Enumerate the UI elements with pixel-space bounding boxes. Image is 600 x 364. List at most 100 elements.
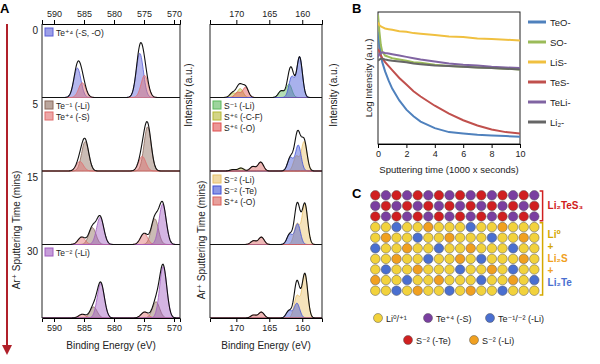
tick-mark <box>174 318 175 322</box>
legend-label: S⁻² (-Te) <box>416 336 451 346</box>
atom <box>519 233 529 243</box>
atom <box>402 212 412 222</box>
tick: 170 <box>229 318 244 333</box>
atom <box>455 212 465 222</box>
atom <box>519 212 529 222</box>
atom <box>498 244 508 254</box>
axis-line <box>43 319 181 323</box>
layer-label: Li⁰ <box>548 229 561 240</box>
atom <box>381 201 391 211</box>
atom <box>402 254 412 264</box>
legend-label: S⁺⁴ (-O) <box>224 197 255 207</box>
tick-mark <box>54 20 55 24</box>
atom <box>466 212 476 222</box>
axis: 170165160 <box>211 318 323 333</box>
legend-label: LiS- <box>550 57 567 68</box>
atom <box>424 233 434 243</box>
tick-label: 0 <box>376 149 381 159</box>
legend-label: Te⁺⁴ (-S) <box>56 112 90 122</box>
atom <box>434 244 444 254</box>
tick-label: 570 <box>167 323 182 333</box>
axis-title: Ar⁺ Sputtering Time (mins) <box>196 181 207 300</box>
envelope <box>210 202 322 244</box>
atom <box>434 275 444 285</box>
legend-swatch <box>528 121 546 124</box>
legend-label: S⁻² (-Te) <box>224 186 257 196</box>
legend-swatch <box>213 101 221 109</box>
axis: 590585580575570 <box>43 318 183 333</box>
atom <box>434 286 444 296</box>
atom <box>381 286 391 296</box>
atom <box>424 212 434 222</box>
layer-label: + <box>548 241 554 252</box>
tick: 585 <box>77 318 92 333</box>
axis-title: Binding Energy (eV) <box>66 340 156 351</box>
atom <box>413 265 423 275</box>
tick: 8 <box>490 144 495 159</box>
tick: 170 <box>229 9 244 24</box>
atom <box>519 275 529 285</box>
atom <box>508 254 518 264</box>
atom <box>466 201 476 211</box>
atom <box>445 254 455 264</box>
atom <box>424 244 434 254</box>
atom <box>498 265 508 275</box>
layer-bracket <box>540 191 543 221</box>
row-label: 5 <box>32 99 38 110</box>
atom <box>424 201 434 211</box>
tick-mark <box>84 20 85 24</box>
tick: 590 <box>47 318 62 333</box>
plot-frame <box>180 24 181 318</box>
atom <box>530 212 540 222</box>
plot-frame <box>210 24 211 318</box>
atom <box>392 254 402 264</box>
axis-title: Log Intensity (a.u.) <box>363 39 374 118</box>
atom <box>445 222 455 232</box>
atom <box>371 212 381 222</box>
peak-component <box>42 53 180 97</box>
tick: 575 <box>137 318 152 333</box>
atom <box>508 265 518 275</box>
atom <box>466 191 476 201</box>
envelope <box>42 264 180 318</box>
legend-swatch <box>374 314 383 323</box>
tick-label: 8 <box>490 149 495 159</box>
atom <box>445 265 455 275</box>
peak-component <box>210 57 322 98</box>
layer-label: + <box>548 265 554 276</box>
atom <box>445 201 455 211</box>
atom <box>381 212 391 222</box>
atom <box>434 191 444 201</box>
tick-mark <box>236 20 237 24</box>
atom <box>530 201 540 211</box>
axis-line <box>211 20 323 25</box>
peak-component <box>42 156 180 171</box>
atom <box>508 233 518 243</box>
axis-line <box>43 20 181 25</box>
legend-swatch <box>528 21 546 24</box>
atom <box>477 265 487 275</box>
plot-area <box>42 43 180 318</box>
atom <box>455 233 465 243</box>
atom <box>402 286 412 296</box>
atom <box>402 201 412 211</box>
atom <box>530 222 540 232</box>
atom <box>371 233 381 243</box>
legend-swatch <box>486 314 495 323</box>
atom <box>402 233 412 243</box>
tick-mark <box>463 144 464 148</box>
row-label: 30 <box>27 246 39 257</box>
atom <box>402 265 412 275</box>
tick-label: 580 <box>107 9 122 19</box>
atom <box>424 286 434 296</box>
atom <box>519 191 529 201</box>
atom <box>487 191 497 201</box>
atom <box>381 254 391 264</box>
atom <box>466 222 476 232</box>
tick: 570 <box>167 318 182 333</box>
panel-label: C <box>352 186 362 201</box>
tick-mark <box>302 20 303 24</box>
panel-label: B <box>352 1 361 16</box>
atom <box>413 212 423 222</box>
legend-label: Te⁻¹ (-Li) <box>56 101 90 111</box>
